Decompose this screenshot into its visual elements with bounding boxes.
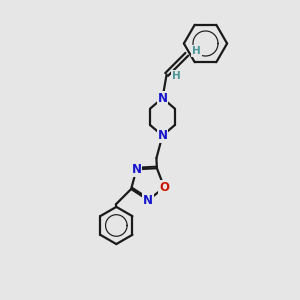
Text: N: N [158, 129, 167, 142]
Text: O: O [159, 181, 169, 194]
Text: H: H [172, 71, 181, 81]
Text: N: N [158, 92, 167, 105]
Text: H: H [192, 46, 201, 56]
Text: N: N [131, 163, 142, 176]
Text: N: N [143, 194, 153, 207]
